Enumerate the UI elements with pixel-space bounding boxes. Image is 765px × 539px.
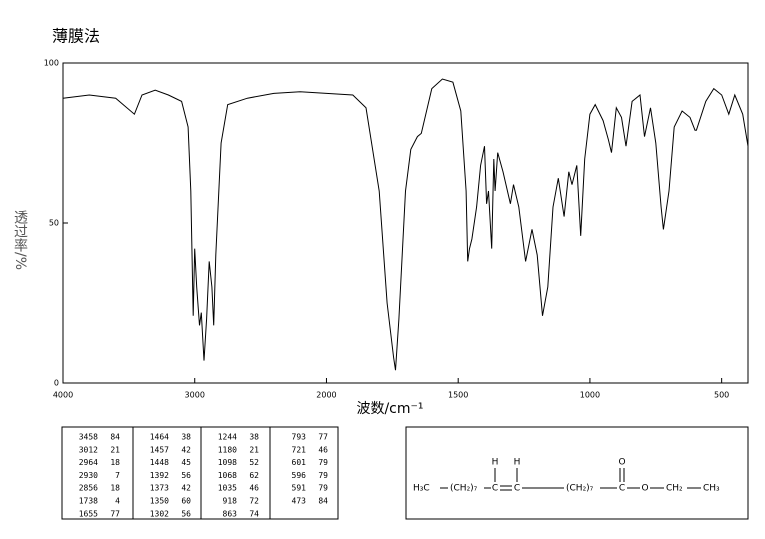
atom: (CH₂)₇ — [566, 484, 594, 494]
peak-transmittance: 56 — [181, 471, 191, 480]
peak-transmittance: 18 — [110, 484, 120, 493]
peak-wavenumber: 3458 — [79, 433, 98, 442]
peak-wavenumber: 3012 — [79, 445, 98, 454]
x-tick-label: 4000 — [53, 391, 73, 400]
peak-transmittance: 56 — [181, 509, 191, 518]
peak-wavenumber: 601 — [292, 458, 307, 467]
structure-frame — [405, 426, 749, 520]
peak-wavenumber: 596 — [292, 471, 307, 480]
peak-wavenumber: 1098 — [218, 458, 237, 467]
atom: O — [641, 484, 648, 494]
peak-transmittance: 46 — [318, 445, 328, 454]
peak-transmittance: 42 — [181, 484, 191, 493]
peak-wavenumber: 2964 — [79, 458, 98, 467]
peak-wavenumber: 793 — [292, 433, 307, 442]
peak-wavenumber: 1392 — [150, 471, 169, 480]
peak-wavenumber: 1035 — [218, 484, 237, 493]
atom: (CH₂)₇ — [450, 484, 478, 494]
atom: C — [492, 484, 498, 494]
peak-table: 3458 84 3012 21 2964 18 2930 7 2856 18 1738 4 1655 77… — [61, 426, 339, 520]
peak-wavenumber: 1244 — [218, 433, 237, 442]
x-axis-label: 波数/cm⁻¹ — [356, 401, 423, 417]
peak-wavenumber: 1373 — [150, 484, 169, 493]
atom: H — [514, 458, 521, 468]
atom: C — [619, 484, 625, 494]
atom: H₃C — [413, 484, 430, 494]
peak-transmittance: 79 — [318, 484, 328, 493]
y-tick-label: 50 — [49, 219, 59, 228]
peak-wavenumber: 1464 — [150, 433, 169, 442]
peak-transmittance: 42 — [181, 445, 191, 454]
peak-transmittance: 84 — [110, 433, 120, 442]
peak-transmittance: 46 — [249, 484, 259, 493]
chart-title: 薄膜法 — [52, 27, 100, 46]
peak-transmittance: 7 — [115, 471, 120, 480]
peak-transmittance: 18 — [110, 458, 120, 467]
peak-transmittance: 77 — [110, 509, 120, 518]
peak-transmittance: 77 — [318, 433, 328, 442]
peak-wavenumber: 473 — [292, 497, 307, 506]
x-tick-label: 1500 — [448, 391, 468, 400]
x-tick-label: 3000 — [185, 391, 205, 400]
atom: C — [514, 484, 520, 494]
peak-transmittance: 52 — [249, 458, 259, 467]
peak-wavenumber: 721 — [292, 445, 307, 454]
atom: CH₂ — [666, 484, 683, 494]
atom: CH₃ — [703, 484, 720, 494]
x-tick-label: 1000 — [580, 391, 600, 400]
peak-wavenumber: 1457 — [150, 445, 169, 454]
peak-wavenumber: 918 — [223, 497, 238, 506]
peak-wavenumber: 2930 — [79, 471, 98, 480]
peak-transmittance: 21 — [110, 445, 120, 454]
peak-transmittance: 4 — [115, 497, 120, 506]
atom: H — [492, 458, 499, 468]
y-axis-label: 透过率/% — [12, 210, 28, 270]
peak-wavenumber: 1738 — [79, 497, 98, 506]
x-tick-label: 500 — [714, 391, 729, 400]
y-tick-label: 0 — [54, 379, 59, 388]
table-frame — [61, 426, 339, 520]
peak-transmittance: 21 — [249, 445, 259, 454]
peak-wavenumber: 863 — [223, 509, 238, 518]
plot-frame — [62, 62, 749, 384]
peak-wavenumber: 1448 — [150, 458, 169, 467]
structure: H₃C (CH₂)₇ C C H H (CH₂)₇ C O O CH₂ CH₃ — [405, 426, 749, 520]
peak-wavenumber: 2856 — [79, 484, 98, 493]
peak-wavenumber: 1350 — [150, 497, 169, 506]
peak-transmittance: 72 — [249, 497, 259, 506]
peak-transmittance: 45 — [181, 458, 191, 467]
peak-transmittance: 79 — [318, 458, 328, 467]
peak-transmittance: 38 — [181, 433, 191, 442]
peak-transmittance: 60 — [181, 497, 191, 506]
peak-transmittance: 79 — [318, 471, 328, 480]
peak-wavenumber: 1302 — [150, 509, 169, 518]
x-tick-label: 2000 — [316, 391, 336, 400]
peak-wavenumber: 1068 — [218, 471, 237, 480]
spectrum-line — [62, 78, 749, 371]
peak-wavenumber: 1180 — [218, 445, 237, 454]
peak-transmittance: 62 — [249, 471, 259, 480]
peak-wavenumber: 1655 — [79, 509, 98, 518]
atom: O — [618, 458, 625, 468]
peak-transmittance: 74 — [249, 509, 259, 518]
peak-transmittance: 84 — [318, 497, 328, 506]
peak-wavenumber: 591 — [292, 484, 307, 493]
peak-transmittance: 38 — [249, 433, 259, 442]
y-tick-label: 100 — [44, 59, 59, 68]
